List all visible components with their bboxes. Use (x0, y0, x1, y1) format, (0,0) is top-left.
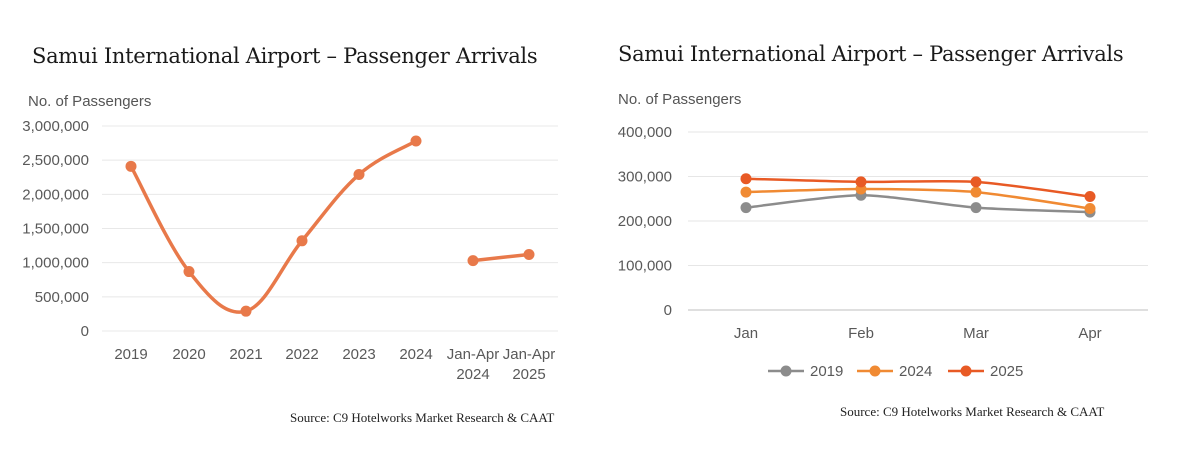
x-tick-label: 2022 (285, 346, 318, 363)
data-point-2024 (1084, 203, 1096, 215)
y-tick-label: 500,000 (35, 289, 89, 306)
data-point (125, 160, 137, 172)
data-point-2019 (740, 202, 752, 214)
monthly-arrivals-chart: No. of Passengers 400,000 300,000 200,000 10… (618, 91, 1148, 380)
x-tick-label: Mar (963, 325, 989, 342)
data-point-2025 (1084, 191, 1096, 203)
x-tick-label: 2024 (399, 346, 432, 363)
y-axis-label: No. of Passengers (28, 93, 151, 110)
series-line-2024 (744, 187, 1092, 210)
chart-title: Samui International Airport – Passenger … (32, 44, 538, 68)
data-point (353, 169, 365, 181)
series-line-2025 (744, 177, 1092, 198)
x-tick-label: Feb (848, 325, 874, 342)
y-tick-label: 0 (81, 323, 89, 340)
annual-arrivals-chart: No. of Passengers 3,000,000 2,500,000 2,000… (22, 93, 558, 383)
data-point-2025 (855, 176, 867, 188)
y-tick-label: 2,500,000 (22, 152, 89, 169)
x-tick-label: 2020 (172, 346, 205, 363)
data-point-2024 (740, 186, 752, 198)
y-tick-label: 100,000 (618, 258, 672, 275)
data-point-2025 (740, 173, 752, 185)
data-point (523, 248, 535, 260)
legend-label-2024: 2024 (899, 363, 932, 380)
chart-panel-annual: Samui International Airport – Passenger … (22, 44, 558, 425)
legend-marker-2025 (960, 365, 972, 377)
legend-label-2025: 2025 (990, 363, 1023, 380)
data-point (296, 235, 308, 247)
y-axis-label: No. of Passengers (618, 91, 741, 108)
x-tick-label: Jan-Apr 2024 (447, 346, 500, 383)
data-point (467, 255, 479, 267)
x-tick-label: Jan-Apr 2025 (503, 346, 556, 383)
data-point (183, 266, 195, 278)
y-tick-label: 400,000 (618, 124, 672, 141)
y-tick-label: 300,000 (618, 169, 672, 186)
source-note: Source: C9 Hotelworks Market Research & … (840, 404, 1105, 419)
x-tick-label: 2021 (229, 346, 262, 363)
x-tick-label: Apr (1078, 325, 1101, 342)
y-tick-label: 3,000,000 (22, 118, 89, 135)
x-tick-label: Jan (734, 325, 758, 342)
data-point (410, 135, 422, 147)
data-point-2024 (970, 186, 982, 198)
legend-label-2019: 2019 (810, 363, 843, 380)
x-tick-label: 2023 (342, 346, 375, 363)
y-tick-label: 2,000,000 (22, 186, 89, 203)
chart-panel-monthly: Samui International Airport – Passenger … (600, 0, 1200, 454)
data-point (240, 305, 252, 317)
y-tick-label: 1,500,000 (22, 221, 89, 238)
data-point-2019 (970, 202, 982, 214)
y-tick-label: 200,000 (618, 213, 672, 230)
series-line (471, 252, 531, 263)
series-line-2019 (744, 193, 1092, 214)
y-tick-label: 1,000,000 (22, 255, 89, 272)
legend-marker-2019 (780, 365, 792, 377)
series-line (129, 139, 418, 314)
chart-title: Samui International Airport – Passenger … (618, 42, 1124, 66)
data-point-2025 (970, 176, 982, 188)
y-tick-label: 0 (664, 302, 672, 319)
x-tick-label: 2019 (114, 346, 147, 363)
source-note: Source: C9 Hotelworks Market Research & … (290, 410, 555, 425)
legend-marker-2024 (869, 365, 881, 377)
